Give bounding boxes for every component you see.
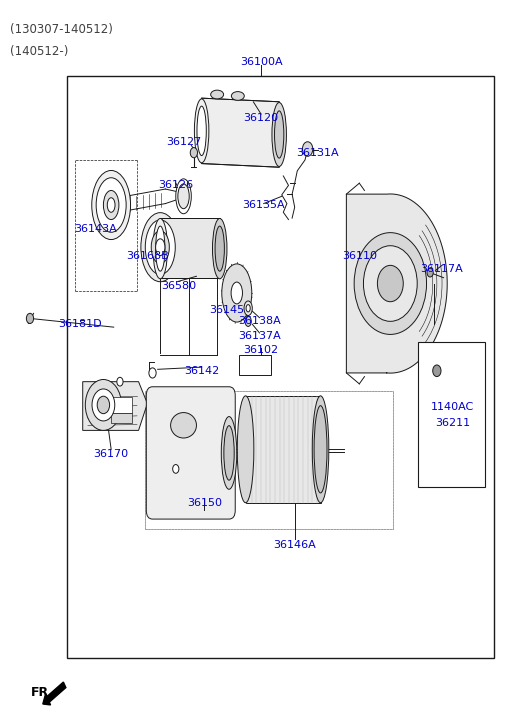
Ellipse shape	[194, 99, 209, 163]
Ellipse shape	[245, 316, 251, 326]
Text: 36110: 36110	[342, 251, 377, 261]
Ellipse shape	[244, 301, 252, 316]
Text: FR.: FR.	[31, 686, 54, 699]
Bar	[67, 76, 494, 658]
Text: 36142: 36142	[184, 366, 219, 376]
Circle shape	[97, 396, 110, 414]
Bar	[239, 355, 271, 375]
Ellipse shape	[103, 190, 119, 220]
Bar	[111, 413, 132, 423]
Ellipse shape	[222, 264, 252, 322]
Ellipse shape	[145, 220, 175, 274]
Ellipse shape	[156, 238, 165, 256]
Text: (140512-): (140512-)	[10, 45, 69, 58]
Text: 36181D: 36181D	[58, 318, 102, 329]
Text: 36170: 36170	[94, 449, 129, 459]
Text: 36146A: 36146A	[273, 540, 316, 550]
Circle shape	[173, 465, 179, 473]
Ellipse shape	[156, 226, 165, 271]
Ellipse shape	[272, 103, 286, 166]
Ellipse shape	[275, 111, 284, 158]
Text: 36100A: 36100A	[240, 57, 282, 67]
Text: 36168B: 36168B	[126, 251, 169, 261]
Text: 36150: 36150	[187, 498, 222, 508]
Text: 36138A: 36138A	[238, 316, 281, 326]
Text: 1140AC: 1140AC	[431, 402, 474, 412]
Circle shape	[92, 389, 115, 421]
Polygon shape	[246, 396, 321, 503]
Ellipse shape	[224, 426, 234, 480]
Ellipse shape	[151, 230, 170, 263]
Ellipse shape	[246, 305, 250, 312]
Text: 36126: 36126	[158, 180, 193, 190]
Ellipse shape	[312, 395, 329, 503]
Text: 36143A: 36143A	[74, 224, 117, 234]
Ellipse shape	[171, 413, 196, 438]
Text: 36137A: 36137A	[238, 331, 281, 341]
Polygon shape	[83, 382, 147, 430]
Circle shape	[433, 365, 441, 377]
Ellipse shape	[212, 218, 227, 278]
Circle shape	[26, 313, 34, 324]
Text: 36580: 36580	[161, 281, 196, 291]
Ellipse shape	[176, 179, 191, 214]
Ellipse shape	[108, 198, 115, 212]
Circle shape	[302, 142, 313, 156]
FancyBboxPatch shape	[146, 387, 235, 519]
FancyArrow shape	[43, 682, 66, 705]
Text: 36120: 36120	[244, 113, 279, 123]
Text: 36131A: 36131A	[297, 148, 339, 158]
Circle shape	[363, 246, 417, 321]
Ellipse shape	[178, 184, 189, 209]
Circle shape	[377, 265, 403, 302]
Text: 36117A: 36117A	[421, 264, 463, 274]
Polygon shape	[346, 194, 447, 373]
Circle shape	[117, 377, 123, 386]
Ellipse shape	[141, 212, 180, 282]
Ellipse shape	[232, 92, 245, 100]
Ellipse shape	[237, 395, 254, 503]
Ellipse shape	[215, 226, 224, 271]
Ellipse shape	[314, 406, 327, 493]
Ellipse shape	[221, 417, 237, 489]
Ellipse shape	[197, 106, 206, 156]
Ellipse shape	[231, 282, 242, 304]
Text: 36145: 36145	[209, 305, 244, 316]
Ellipse shape	[96, 177, 126, 233]
Text: 36127: 36127	[166, 137, 201, 147]
Ellipse shape	[211, 90, 223, 99]
Bar	[111, 397, 132, 413]
Circle shape	[354, 233, 427, 334]
Text: (130307-140512): (130307-140512)	[10, 23, 113, 36]
Circle shape	[149, 368, 156, 378]
Circle shape	[190, 148, 197, 158]
Ellipse shape	[92, 170, 130, 240]
Polygon shape	[202, 98, 279, 167]
Polygon shape	[160, 218, 220, 278]
Text: 36211: 36211	[435, 418, 470, 428]
Circle shape	[427, 268, 433, 277]
Bar	[418, 342, 485, 487]
Circle shape	[85, 379, 121, 430]
Text: 36102: 36102	[244, 345, 279, 356]
Ellipse shape	[153, 218, 168, 278]
Text: 36135A: 36135A	[242, 200, 285, 210]
